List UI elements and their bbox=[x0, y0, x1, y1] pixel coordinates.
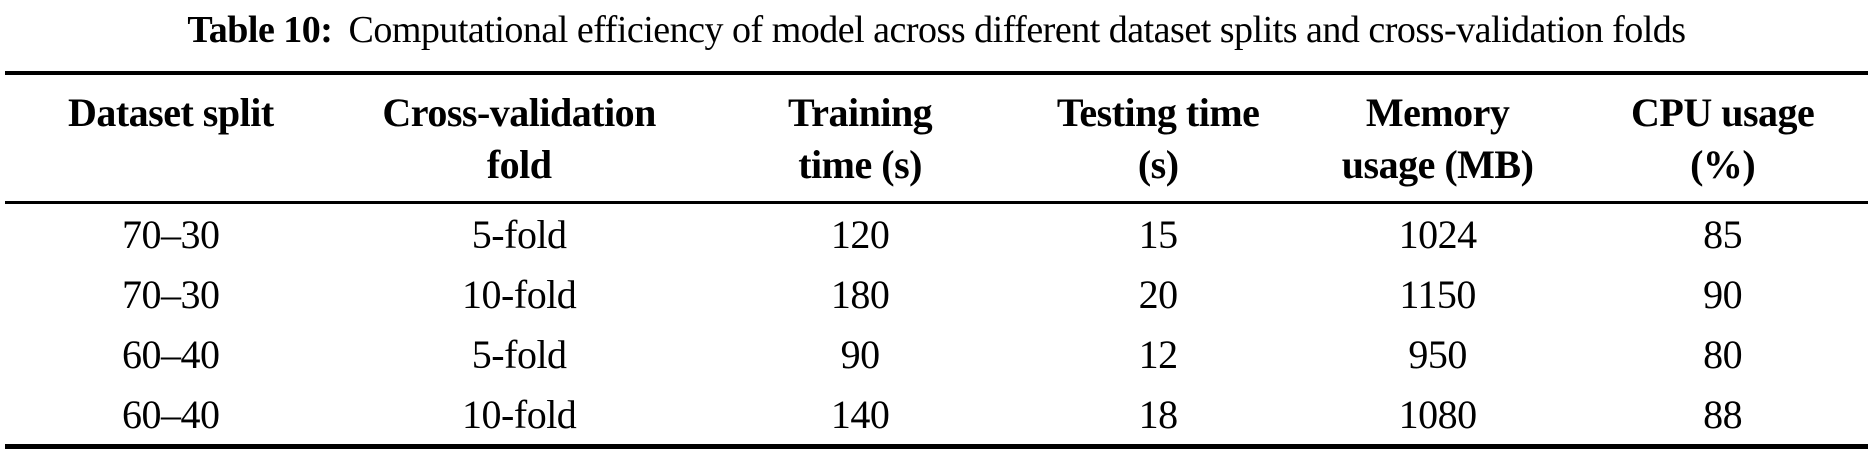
header-line: (%) bbox=[1690, 142, 1756, 187]
header-line: time (s) bbox=[798, 142, 922, 187]
cell-cpu-usage: 88 bbox=[1703, 391, 1743, 437]
cell-memory-usage: 1150 bbox=[1399, 271, 1476, 317]
cell-training-time: 140 bbox=[830, 391, 890, 437]
header-line: Testing time bbox=[1056, 90, 1260, 135]
cell-testing-time: 18 bbox=[1138, 391, 1179, 437]
cell-memory-usage: 950 bbox=[1408, 331, 1467, 377]
cell-dataset-split: 60–40 bbox=[122, 331, 220, 377]
cell-cv-fold: 5-fold bbox=[471, 331, 567, 377]
cell-cv-fold: 10-fold bbox=[462, 271, 577, 317]
cell-dataset-split: 70–30 bbox=[122, 211, 220, 257]
table-caption: Table 10: Computational efficiency of mo… bbox=[0, 0, 1873, 71]
col-header-cross-validation-fold: Cross-validation fold bbox=[336, 73, 702, 204]
header-row: Dataset split Cross-validation fold Trai… bbox=[5, 73, 1868, 204]
header-line bbox=[5, 139, 337, 191]
cell-training-time: 120 bbox=[830, 211, 890, 257]
header-line: Cross-validation bbox=[382, 90, 656, 135]
cell-cpu-usage: 80 bbox=[1703, 331, 1743, 377]
cell-memory-usage: 1024 bbox=[1398, 211, 1478, 257]
col-header-cpu-usage: CPU usage (%) bbox=[1577, 73, 1868, 204]
cell-dataset-split: 60–40 bbox=[122, 391, 220, 437]
cell-cpu-usage: 90 bbox=[1703, 271, 1743, 317]
header-line: fold bbox=[486, 142, 552, 187]
col-header-memory-usage: Memory usage (MB) bbox=[1297, 73, 1578, 204]
cell-testing-time: 12 bbox=[1138, 331, 1179, 377]
table-row: 70–30 10-fold 180 20 1150 90 bbox=[5, 264, 1868, 324]
cell-cv-fold: 10-fold bbox=[462, 391, 577, 437]
header-line: CPU usage bbox=[1631, 90, 1815, 135]
header-line: (s) bbox=[1137, 142, 1179, 187]
table-row: 60–40 10-fold 140 18 1080 88 bbox=[5, 384, 1868, 447]
col-header-dataset-split: Dataset split bbox=[5, 73, 337, 204]
cell-dataset-split: 70–30 bbox=[122, 271, 220, 317]
table-row: 70–30 5-fold 120 15 1024 85 bbox=[5, 203, 1868, 265]
table-caption-label: Table 10: bbox=[187, 9, 333, 51]
cell-cpu-usage: 85 bbox=[1703, 211, 1743, 257]
header-line: Memory bbox=[1365, 90, 1510, 135]
col-header-testing-time: Testing time (s) bbox=[1018, 73, 1298, 204]
col-header-training-time: Training time (s) bbox=[701, 73, 1019, 204]
table-caption-text: Computational efficiency of model across… bbox=[348, 9, 1686, 51]
header-line: Dataset split bbox=[67, 90, 274, 135]
cell-memory-usage: 1080 bbox=[1398, 391, 1478, 437]
table-row: 60–40 5-fold 90 12 950 80 bbox=[5, 324, 1868, 384]
computational-efficiency-table: Dataset split Cross-validation fold Trai… bbox=[5, 71, 1868, 449]
cell-cv-fold: 5-fold bbox=[471, 211, 567, 257]
cell-testing-time: 15 bbox=[1138, 211, 1179, 257]
cell-testing-time: 20 bbox=[1138, 271, 1179, 317]
cell-training-time: 90 bbox=[840, 331, 880, 377]
header-line: Training bbox=[788, 90, 933, 135]
header-line: usage (MB) bbox=[1341, 142, 1534, 187]
cell-training-time: 180 bbox=[830, 271, 890, 317]
